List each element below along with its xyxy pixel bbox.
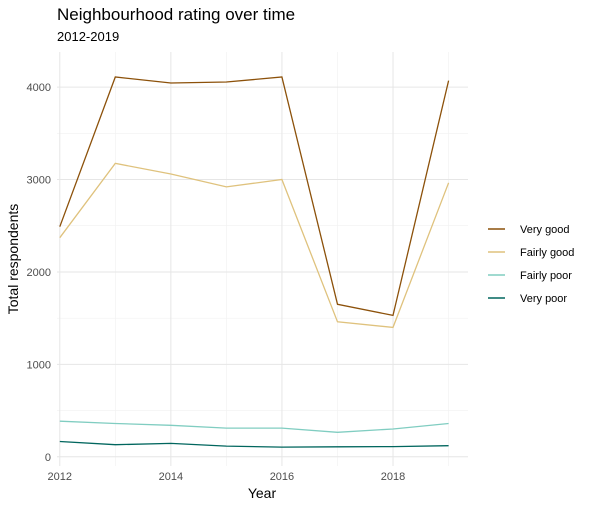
x-tick-label: 2012 — [48, 471, 72, 483]
y-axis-title: Total respondents — [5, 204, 21, 315]
series-lines — [59, 76, 450, 448]
y-axis-ticks: 0 1000 2000 3000 4000 — [27, 82, 51, 464]
legend-label: Very good — [520, 224, 570, 236]
major-gridlines — [57, 52, 468, 466]
x-tick-label: 2018 — [381, 471, 405, 483]
legend: Very good Fairly good Fairly poor Very poor — [488, 224, 574, 305]
series-line-very-poor — [59, 440, 449, 448]
y-tick-label: 3000 — [27, 175, 51, 187]
minor-gridlines — [57, 52, 468, 466]
series-line-fairly-poor — [59, 420, 449, 433]
x-axis-title: Year — [248, 485, 277, 501]
chart-subtitle: 2012-2019 — [57, 29, 120, 44]
x-axis-ticks: 2012 2014 2016 2018 — [48, 471, 406, 483]
legend-label: Fairly poor — [520, 270, 572, 282]
y-tick-label: 0 — [45, 452, 51, 464]
y-tick-label: 4000 — [27, 82, 51, 94]
y-tick-label: 2000 — [27, 267, 51, 279]
legend-label: Very poor — [520, 293, 567, 305]
legend-label: Fairly good — [520, 247, 574, 259]
chart-title: Neighbourhood rating over time — [57, 5, 296, 24]
series-line-fairly-good — [59, 162, 450, 329]
y-tick-label: 1000 — [27, 359, 51, 371]
x-tick-label: 2016 — [270, 471, 294, 483]
x-tick-label: 2014 — [159, 471, 183, 483]
series-line-very-good — [59, 76, 450, 317]
